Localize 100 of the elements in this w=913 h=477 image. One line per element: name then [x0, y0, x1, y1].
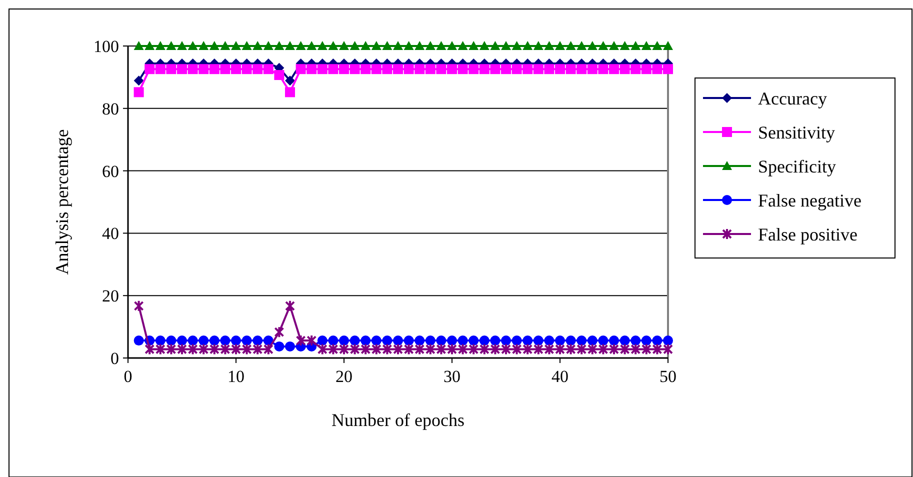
point [220, 336, 230, 346]
point [360, 343, 371, 356]
point [414, 64, 425, 74]
point [328, 343, 338, 356]
point [414, 336, 425, 346]
point [468, 343, 479, 356]
point [663, 336, 673, 346]
point [447, 41, 457, 50]
point [177, 41, 187, 50]
point [630, 64, 641, 74]
point [328, 336, 338, 346]
point [479, 41, 490, 50]
point [414, 343, 425, 356]
point [404, 64, 414, 74]
point [188, 64, 198, 74]
y-tick-label: 60 [102, 162, 119, 181]
point [306, 41, 317, 50]
x-tick-label: 50 [660, 367, 676, 386]
point [144, 64, 155, 74]
point [285, 300, 295, 312]
point [576, 64, 587, 74]
point [630, 41, 641, 50]
point [566, 336, 576, 346]
point [522, 336, 533, 346]
point [177, 336, 187, 346]
point [339, 343, 349, 356]
point [512, 336, 522, 346]
point [242, 64, 252, 74]
point [242, 343, 252, 356]
x-tick-label: 0 [124, 367, 132, 386]
point [144, 343, 155, 356]
point [587, 336, 598, 346]
point [609, 343, 619, 356]
point [328, 64, 338, 74]
point [620, 343, 630, 356]
point [468, 336, 479, 346]
point [317, 64, 328, 74]
point [414, 41, 425, 50]
point [198, 343, 209, 356]
point [339, 64, 349, 74]
point [242, 336, 252, 346]
point [663, 41, 673, 50]
point [296, 334, 306, 347]
point [350, 343, 360, 356]
point [296, 41, 306, 50]
x-tick-label: 10 [228, 367, 244, 386]
point [458, 64, 468, 74]
point [598, 64, 608, 74]
point [404, 41, 414, 50]
point [339, 336, 349, 346]
point [641, 336, 652, 346]
point [155, 336, 166, 346]
point [479, 343, 490, 356]
x-tick-label: 30 [444, 367, 460, 386]
point [533, 64, 544, 74]
point [620, 64, 630, 74]
point [404, 343, 414, 356]
point [652, 343, 662, 356]
point [598, 336, 608, 346]
point [447, 336, 457, 346]
point [598, 343, 608, 356]
y-tick-label: 100 [94, 36, 119, 56]
point [425, 64, 436, 74]
point [598, 41, 608, 50]
point [576, 336, 587, 346]
point [198, 336, 209, 346]
point [458, 336, 468, 346]
point [393, 64, 403, 74]
point [566, 343, 576, 356]
point [263, 41, 274, 50]
point [620, 41, 630, 50]
point [252, 41, 263, 50]
point [490, 336, 500, 346]
point [350, 64, 360, 74]
y-tick-label: 20 [102, 286, 119, 306]
point [555, 64, 565, 74]
x-tick-label: 40 [552, 367, 568, 386]
point [252, 336, 263, 346]
point [188, 343, 198, 356]
point [231, 64, 241, 74]
point [587, 343, 598, 356]
point [134, 336, 144, 346]
x-axis-title: Number of epochs [332, 410, 464, 430]
point [652, 41, 662, 50]
point [360, 64, 371, 74]
point [522, 41, 533, 50]
point [501, 64, 511, 74]
point [479, 64, 490, 74]
point [209, 64, 220, 74]
point [512, 343, 522, 356]
point [317, 343, 328, 356]
point [177, 343, 187, 356]
point [209, 41, 220, 50]
point [479, 336, 490, 346]
point [166, 64, 176, 74]
point [652, 336, 662, 346]
legend-label: Specificity [758, 156, 836, 176]
point [490, 41, 500, 50]
point [490, 64, 500, 74]
point [587, 64, 598, 74]
